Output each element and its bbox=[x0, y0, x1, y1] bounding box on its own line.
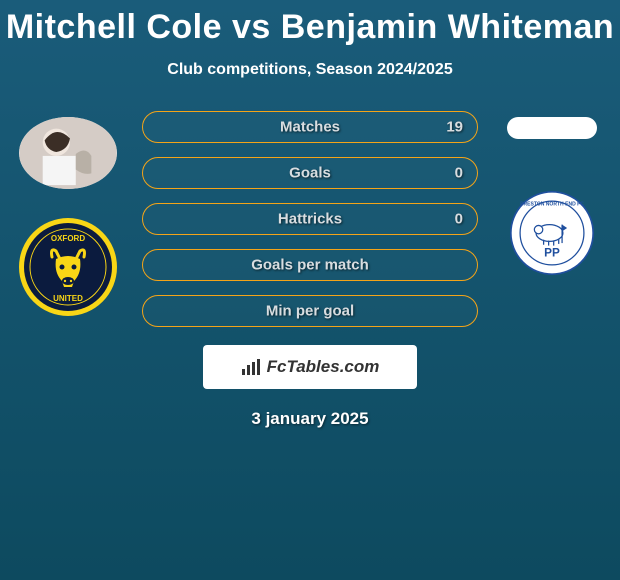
stat-bar-matches: Matches 19 bbox=[142, 111, 478, 143]
right-column: PRESTON NORTH END FC PP bbox=[492, 111, 612, 275]
stat-label: Min per goal bbox=[266, 303, 354, 320]
page-title: Mitchell Cole vs Benjamin Whiteman bbox=[0, 0, 620, 47]
stat-bar-goals: Goals 0 bbox=[142, 157, 478, 189]
oxford-united-icon: OXFORD UNITED bbox=[18, 217, 118, 317]
stat-label: Hattricks bbox=[278, 211, 342, 228]
player-avatar-left bbox=[19, 117, 117, 189]
stat-value-right: 0 bbox=[455, 165, 463, 182]
stat-label: Goals bbox=[289, 165, 331, 182]
stat-bar-min-per-goal: Min per goal bbox=[142, 295, 478, 327]
svg-text:OXFORD: OXFORD bbox=[51, 234, 85, 243]
stat-bar-goals-per-match: Goals per match bbox=[142, 249, 478, 281]
preston-north-end-icon: PRESTON NORTH END FC PP bbox=[510, 191, 594, 275]
stat-label: Matches bbox=[280, 119, 340, 136]
bar-chart-icon bbox=[241, 358, 261, 376]
svg-text:PRESTON NORTH END FC: PRESTON NORTH END FC bbox=[520, 201, 584, 207]
club-badge-left: OXFORD UNITED bbox=[18, 217, 118, 317]
subtitle: Club competitions, Season 2024/2025 bbox=[0, 61, 620, 79]
stat-label: Goals per match bbox=[251, 257, 369, 274]
date-label: 3 january 2025 bbox=[0, 409, 620, 429]
stat-bar-hattricks: Hattricks 0 bbox=[142, 203, 478, 235]
club-badge-right: PRESTON NORTH END FC PP bbox=[510, 191, 594, 275]
svg-text:UNITED: UNITED bbox=[53, 294, 83, 303]
branding-box: FcTables.com bbox=[203, 345, 417, 389]
svg-text:PP: PP bbox=[544, 247, 560, 260]
stat-value-right: 0 bbox=[455, 211, 463, 228]
blank-pill-icon bbox=[507, 117, 597, 139]
stat-value-right: 19 bbox=[446, 119, 463, 136]
left-column: OXFORD UNITED bbox=[8, 111, 128, 317]
stats-column: Matches 19 Goals 0 Hattricks 0 Goals per… bbox=[128, 111, 492, 327]
avatar-placeholder-icon bbox=[19, 117, 117, 189]
comparison-area: OXFORD UNITED Matches 19 Goals 0 Hattric… bbox=[0, 111, 620, 327]
branding-label: FcTables.com bbox=[267, 357, 380, 377]
